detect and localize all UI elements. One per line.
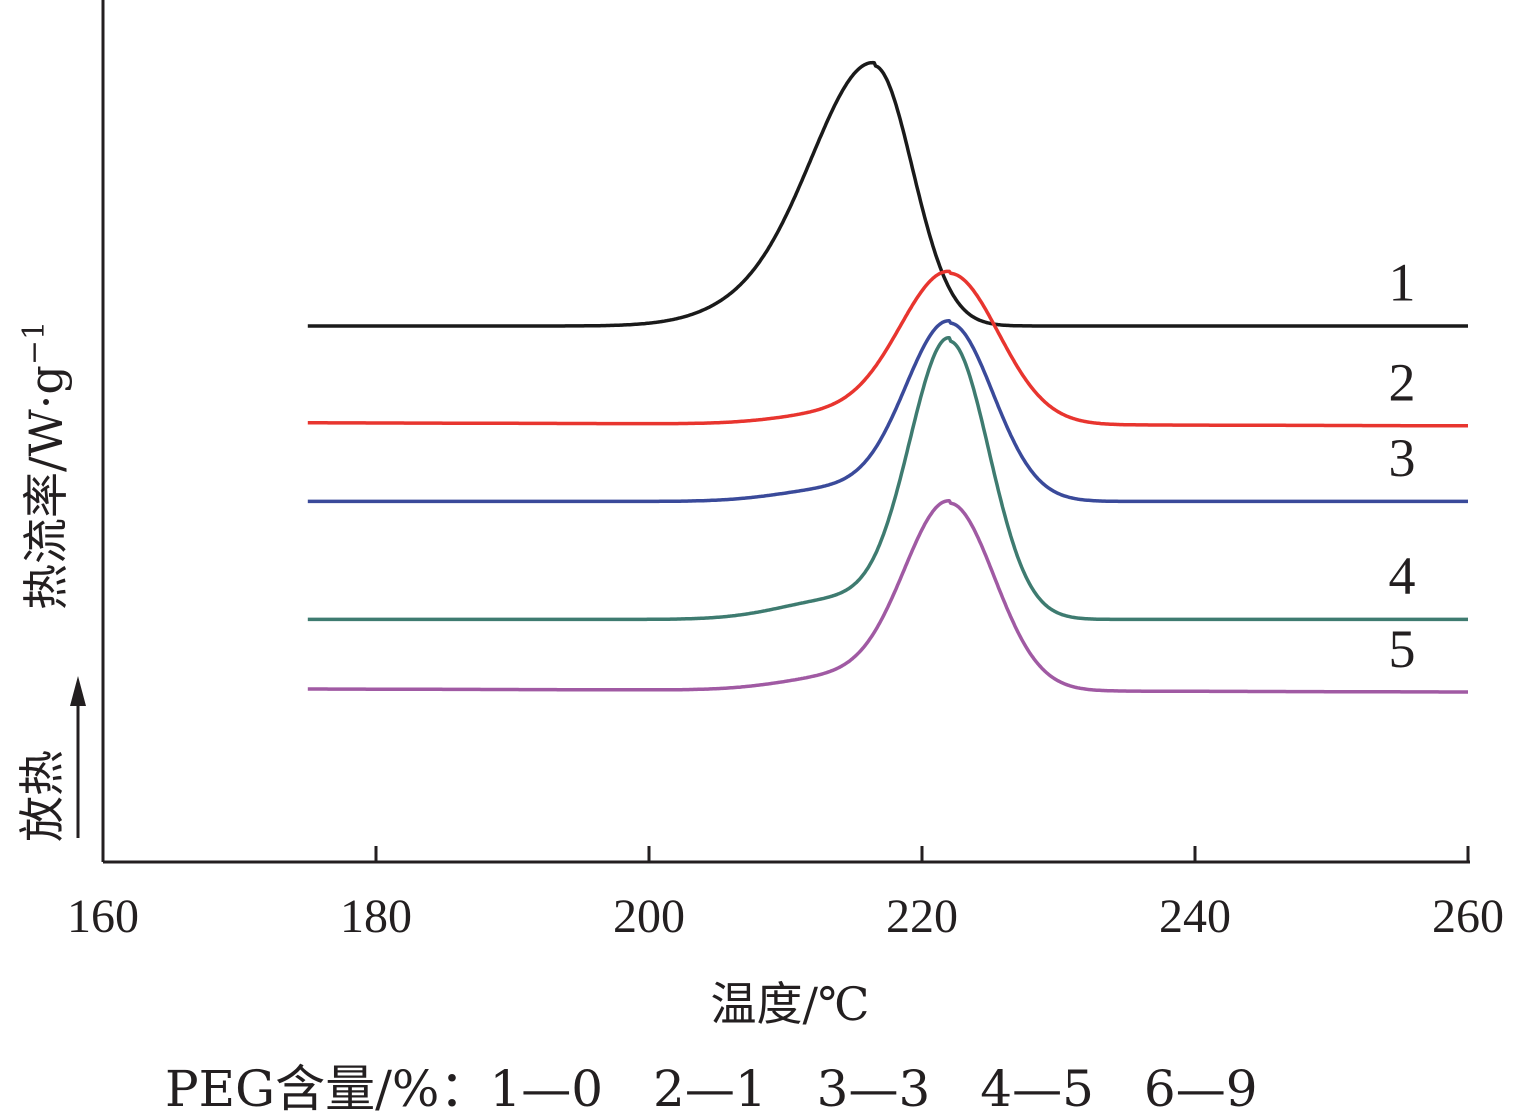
exo-arrow-head bbox=[70, 676, 86, 706]
x-axis-label: 温度/℃ bbox=[711, 977, 870, 1031]
y-axis-label-superscript: −1 bbox=[17, 321, 52, 365]
x-tick-label: 180 bbox=[340, 890, 412, 943]
series-line-2 bbox=[307, 269, 1469, 428]
x-tick-label: 260 bbox=[1432, 890, 1504, 943]
x-tick-label: 200 bbox=[613, 890, 685, 943]
series-line-3 bbox=[307, 319, 1469, 504]
legend-caption: PEG含量/%：1—0 2—1 3—3 4—5 6—9 bbox=[165, 1060, 1258, 1116]
series-label-5: 5 bbox=[1389, 619, 1416, 679]
x-tick-label: 220 bbox=[886, 890, 958, 943]
series-label-2: 2 bbox=[1389, 353, 1416, 413]
series-line-1 bbox=[307, 60, 1469, 328]
exo-label: 放热 bbox=[15, 750, 69, 842]
x-tick-label: 160 bbox=[67, 890, 139, 943]
x-tick-label: 240 bbox=[1159, 890, 1231, 943]
series-label-3: 3 bbox=[1389, 428, 1416, 488]
series-line-5 bbox=[307, 499, 1469, 694]
y-axis-label: 热流率/W·g−1 bbox=[17, 321, 73, 610]
series-line-4 bbox=[307, 335, 1469, 622]
series-label-1: 1 bbox=[1389, 253, 1416, 313]
series-label-4: 4 bbox=[1389, 546, 1416, 606]
